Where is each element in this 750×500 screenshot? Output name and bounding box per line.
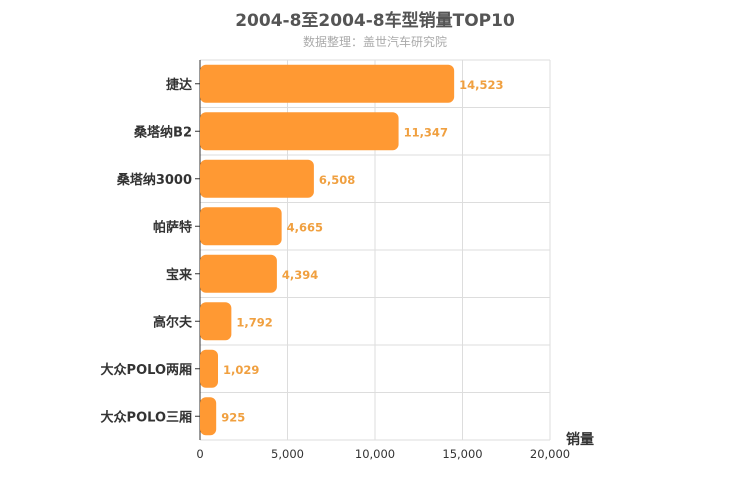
value-label: 4,394 xyxy=(282,268,318,282)
category-label: 宝来 xyxy=(166,267,193,283)
bar[interactable] xyxy=(200,64,455,103)
category-label: 帕萨特 xyxy=(153,219,192,235)
bar[interactable] xyxy=(200,349,219,388)
value-label: 925 xyxy=(221,410,245,424)
bar[interactable] xyxy=(200,207,282,246)
x-tick-label: 0 xyxy=(196,447,203,461)
bar[interactable] xyxy=(200,112,399,151)
category-label: 桑塔纳B2 xyxy=(133,124,192,140)
category-label: 高尔夫 xyxy=(153,314,193,330)
x-tick-label: 15,000 xyxy=(442,447,482,461)
x-tick-label: 10,000 xyxy=(355,447,395,461)
category-label: 大众POLO两厢 xyxy=(101,362,192,378)
value-label: 4,665 xyxy=(287,220,323,234)
value-label: 1,792 xyxy=(236,315,272,329)
x-tick-label: 5,000 xyxy=(271,447,304,461)
category-label: 桑塔纳3000 xyxy=(116,172,192,188)
bar[interactable] xyxy=(200,302,232,341)
bar[interactable] xyxy=(200,159,314,198)
bars-group xyxy=(200,64,455,436)
value-label: 11,347 xyxy=(404,125,448,139)
x-axis-title: 销量 xyxy=(566,431,594,448)
value-label: 1,029 xyxy=(223,363,259,377)
value-label: 14,523 xyxy=(459,78,503,92)
category-label: 捷达 xyxy=(166,77,192,93)
value-label: 6,508 xyxy=(319,173,355,187)
chart-title: 2004-8至2004-8车型销量TOP10 xyxy=(235,11,515,31)
category-label: 大众POLO三厢 xyxy=(101,409,192,425)
x-tick-label: 20,000 xyxy=(530,447,570,461)
bar[interactable] xyxy=(200,254,277,293)
labels-group: 0 5,000 10,000 15,000 20,000 捷达 14,523 桑塔纳B2 11,… xyxy=(101,77,571,461)
bar[interactable] xyxy=(200,397,217,436)
chart-subtitle: 数据整理：盖世汽车研究院 xyxy=(302,35,447,49)
